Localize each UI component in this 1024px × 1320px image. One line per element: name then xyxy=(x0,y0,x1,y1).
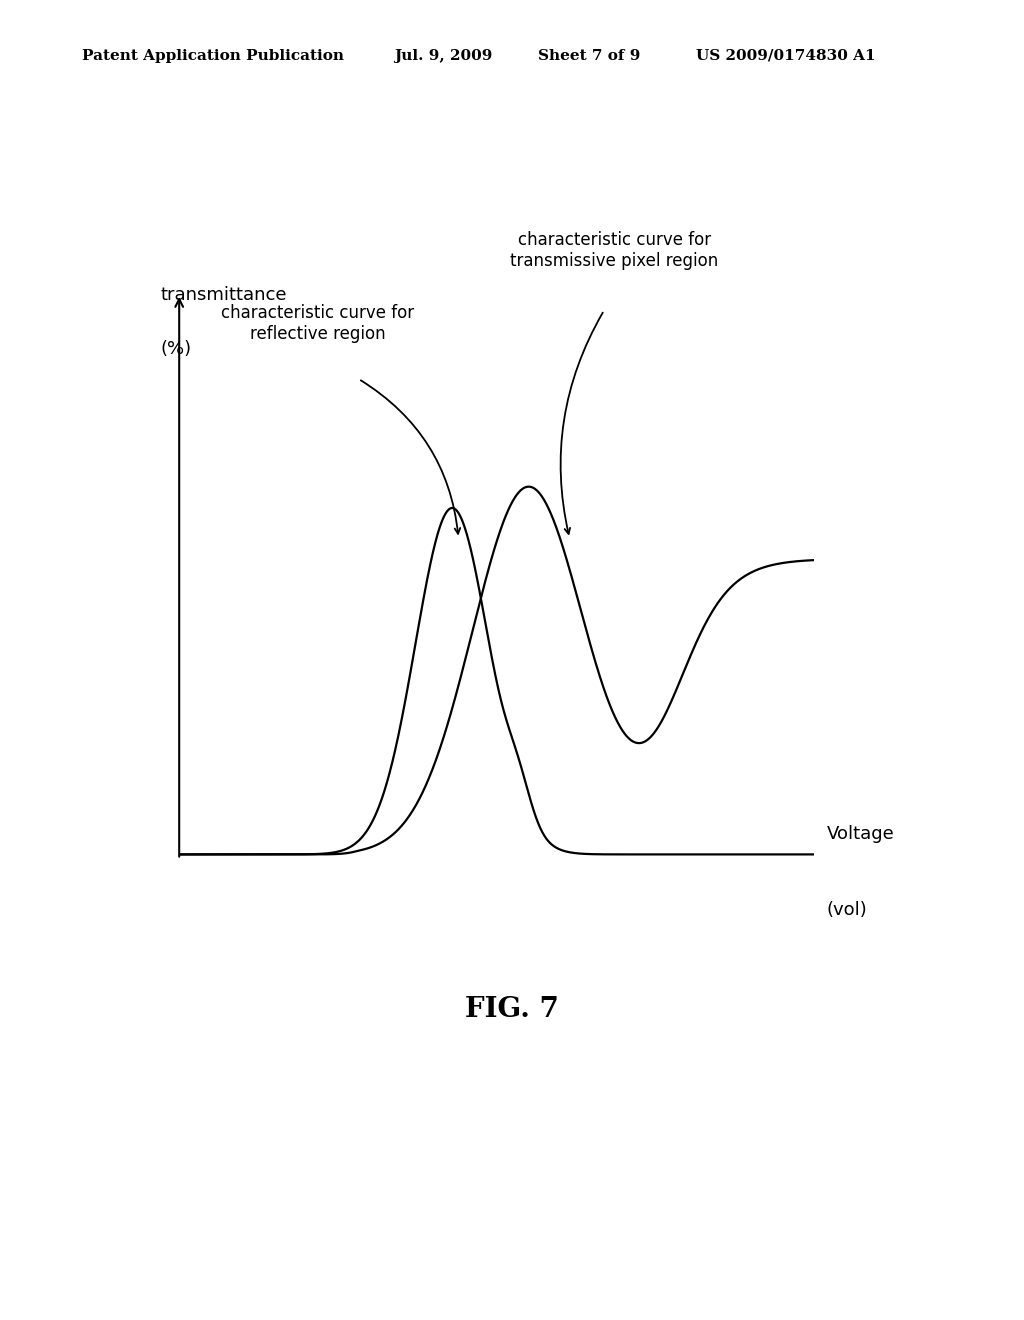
Text: US 2009/0174830 A1: US 2009/0174830 A1 xyxy=(696,49,876,63)
Text: Patent Application Publication: Patent Application Publication xyxy=(82,49,344,63)
Text: Voltage: Voltage xyxy=(826,825,895,843)
Text: characteristic curve for
transmissive pixel region: characteristic curve for transmissive pi… xyxy=(510,231,719,271)
Text: characteristic curve for
reflective region: characteristic curve for reflective regi… xyxy=(221,304,414,343)
Text: Sheet 7 of 9: Sheet 7 of 9 xyxy=(538,49,640,63)
Text: FIG. 7: FIG. 7 xyxy=(465,997,559,1023)
Text: transmittance: transmittance xyxy=(160,286,287,305)
Text: (%): (%) xyxy=(160,339,191,358)
Text: (vol): (vol) xyxy=(826,902,867,920)
Text: Jul. 9, 2009: Jul. 9, 2009 xyxy=(394,49,493,63)
